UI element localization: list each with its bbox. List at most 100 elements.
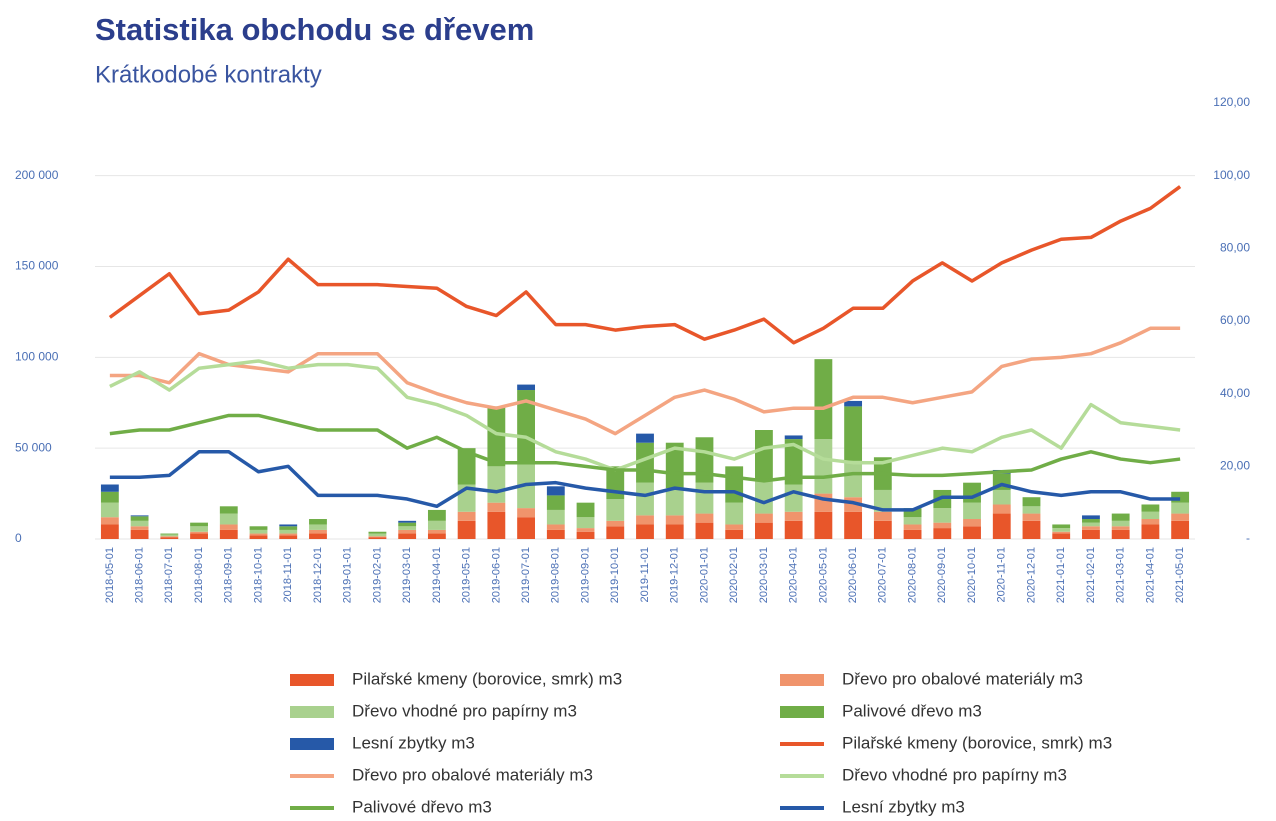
legend-label: Dřevo pro obalové materiály m3 — [352, 765, 593, 784]
bar — [725, 466, 744, 503]
bar — [576, 502, 595, 518]
bar — [903, 529, 922, 539]
bar — [755, 513, 773, 523]
bar — [1141, 519, 1160, 525]
bar — [636, 433, 654, 443]
bar — [873, 489, 892, 512]
bar — [249, 535, 268, 539]
bar — [755, 430, 773, 481]
bar — [398, 529, 417, 534]
legend-swatch — [290, 738, 334, 750]
legend-label: Dřevo pro obalové materiály m3 — [842, 669, 1083, 688]
bar — [130, 526, 149, 530]
bar — [695, 437, 714, 483]
x-tick-label: 2021-03-01 — [1115, 547, 1127, 603]
legend-label: Dřevo vhodné pro papírny m3 — [842, 765, 1067, 784]
y-tick-label: 200 000 — [15, 168, 59, 182]
bar — [130, 516, 149, 521]
bar — [100, 502, 119, 518]
x-tick-label: 2021-04-01 — [1144, 547, 1156, 603]
bar — [368, 531, 387, 534]
x-tick-label: 2021-01-01 — [1055, 547, 1067, 603]
bar — [665, 488, 684, 516]
bar — [576, 528, 595, 532]
legend-label: Dřevo vhodné pro papírny m3 — [352, 701, 577, 720]
bar — [873, 520, 892, 539]
bar — [190, 526, 208, 532]
bar — [219, 524, 238, 530]
bar — [190, 531, 208, 534]
x-tick-label: 2019-06-01 — [490, 547, 502, 603]
x-tick-label: 2020-04-01 — [788, 547, 800, 603]
bar — [309, 529, 327, 534]
bar — [903, 517, 922, 525]
bar — [1171, 513, 1190, 521]
bar — [1111, 526, 1130, 530]
bar — [1022, 520, 1041, 539]
y-tick-label: 50 000 — [15, 440, 52, 454]
bar — [576, 531, 595, 539]
bar — [100, 524, 119, 539]
x-tick-label: 2019-09-01 — [579, 547, 591, 603]
bar — [576, 517, 595, 529]
y-tick-label: 0 — [15, 531, 22, 545]
y-tick-label: 150 000 — [15, 259, 59, 273]
y2-tick-label: - — [1246, 531, 1250, 545]
bar — [457, 520, 476, 539]
bar — [1082, 522, 1100, 527]
bar — [190, 522, 208, 527]
bar — [784, 511, 803, 521]
bar — [844, 511, 863, 539]
legend-swatch — [290, 674, 334, 686]
bar — [160, 533, 179, 535]
bar — [784, 439, 803, 485]
bar — [992, 513, 1011, 539]
bar — [963, 526, 981, 539]
legend-label: Pilařské kmeny (borovice, smrk) m3 — [842, 733, 1112, 752]
bar — [427, 533, 446, 539]
bar — [130, 529, 149, 539]
legend-swatch — [780, 674, 824, 686]
bar — [695, 482, 714, 514]
bar — [160, 537, 179, 539]
x-tick-label: 2020-08-01 — [906, 547, 918, 603]
legend-label: Pilařské kmeny (borovice, smrk) m3 — [352, 669, 622, 688]
bar — [695, 522, 714, 539]
bar — [1111, 513, 1130, 521]
y-tick-label: 100 000 — [15, 350, 59, 364]
x-tick-label: 2020-01-01 — [698, 547, 710, 603]
line-series — [109, 359, 1181, 472]
bar — [427, 520, 446, 530]
bar — [398, 520, 417, 523]
bar — [279, 533, 298, 536]
bar — [903, 508, 922, 518]
bar — [1082, 526, 1100, 530]
x-tick-label: 2018-10-01 — [252, 547, 264, 603]
bar — [1052, 524, 1071, 529]
bar — [487, 466, 506, 503]
bar — [933, 528, 952, 539]
x-tick-label: 2019-01-01 — [342, 547, 354, 603]
x-tick-label: 2019-07-01 — [520, 547, 532, 603]
bar — [487, 502, 506, 512]
bar — [695, 513, 714, 523]
x-tick-label: 2021-05-01 — [1174, 547, 1186, 603]
y2-tick-label: 100,00 — [1213, 168, 1250, 182]
bar — [517, 384, 535, 391]
chart-subtitle: Krátkodobé kontrakty — [95, 61, 322, 88]
bar — [933, 522, 952, 529]
x-tick-label: 2020-09-01 — [936, 547, 948, 603]
bar — [606, 520, 625, 527]
y2-tick-label: 120,00 — [1213, 95, 1250, 109]
bar — [1141, 504, 1160, 512]
x-tick-label: 2018-12-01 — [312, 547, 324, 603]
bar — [517, 390, 535, 463]
bar — [487, 511, 506, 539]
x-tick-label: 2020-06-01 — [847, 547, 859, 603]
x-tick-label: 2020-10-01 — [966, 547, 978, 603]
bar — [100, 491, 119, 503]
bar — [1171, 502, 1190, 514]
legend-label: Palivové dřevo m3 — [842, 701, 982, 720]
x-tick-label: 2019-11-01 — [639, 547, 651, 602]
